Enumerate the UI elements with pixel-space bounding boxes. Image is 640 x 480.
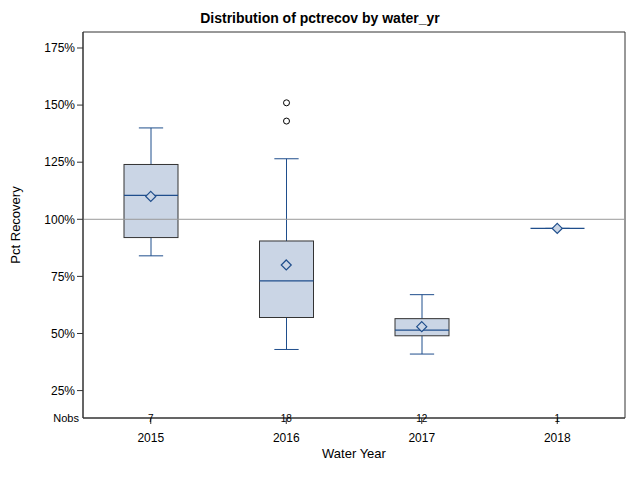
svg-text:175%: 175%: [44, 41, 75, 55]
svg-text:7: 7: [148, 413, 154, 424]
svg-text:125%: 125%: [44, 155, 75, 169]
svg-text:75%: 75%: [51, 270, 75, 284]
html-text:Distribution of pctrecov by wa: Distribution of pctrecov by water_yr: [200, 10, 440, 26]
svg-text:1: 1: [554, 413, 560, 424]
svg-text:50%: 50%: [51, 327, 75, 341]
svg-text:12: 12: [416, 413, 428, 424]
svg-text:Pct Recovery: Pct Recovery: [8, 186, 23, 264]
svg-text:2015: 2015: [137, 431, 164, 445]
svg-text:2017: 2017: [408, 431, 435, 445]
svg-text:25%: 25%: [51, 384, 75, 398]
svg-text:2018: 2018: [544, 431, 571, 445]
svg-text:Water Year: Water Year: [322, 446, 387, 461]
svg-text:2016: 2016: [273, 431, 300, 445]
svg-text:100%: 100%: [44, 213, 75, 227]
svg-text:150%: 150%: [44, 98, 75, 112]
svg-text:18: 18: [281, 413, 293, 424]
svg-text:Nobs: Nobs: [53, 412, 79, 424]
